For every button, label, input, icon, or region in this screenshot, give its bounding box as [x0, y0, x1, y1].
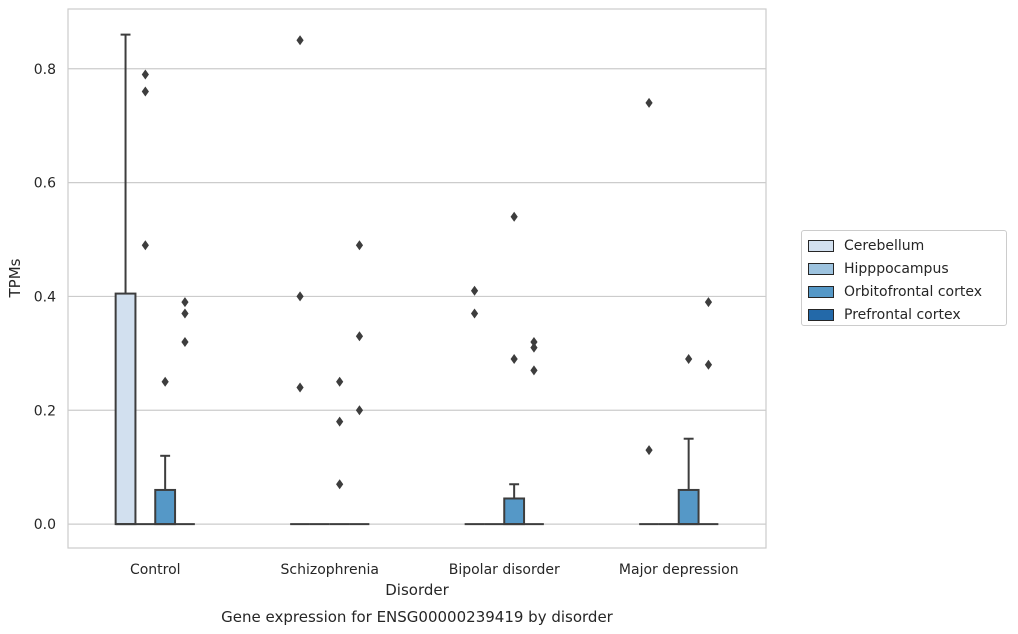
outlier-point	[645, 97, 653, 108]
outlier-point	[685, 354, 693, 365]
boxplot	[175, 297, 195, 526]
chart-title: Gene expression for ENSG00000239419 by d…	[221, 608, 614, 626]
outlier-point	[296, 382, 304, 393]
outlier-point	[296, 291, 304, 302]
outlier-point	[355, 405, 364, 416]
outlier-point	[530, 365, 538, 376]
legend-label: Hipppocampus	[844, 260, 949, 277]
outlier-point	[470, 285, 479, 296]
outlier-point	[355, 331, 364, 342]
outlier-point	[530, 336, 538, 347]
y-tick-labels: 0.0 0.2 0.4 0.6 0.8	[34, 62, 56, 533]
boxplot	[329, 376, 350, 526]
outlier-point	[336, 416, 344, 427]
outlier-point	[704, 297, 713, 308]
plot-frame	[67, 8, 767, 549]
legend-swatch	[808, 239, 834, 252]
legend-item: Orbitofrontal cortex	[808, 280, 1006, 303]
boxplot	[524, 336, 544, 526]
outlier-point	[510, 211, 518, 222]
outlier-point	[141, 86, 149, 97]
legend-swatch	[808, 308, 834, 321]
outlier-point	[510, 354, 518, 365]
outlier-point	[181, 336, 189, 347]
boxplot	[677, 354, 700, 526]
outlier-point	[181, 297, 189, 308]
legend-item: Cerebellum	[808, 234, 1006, 257]
x-axis-label: Disorder	[385, 581, 449, 599]
legend-label: Prefrontal cortex	[844, 306, 961, 323]
boxplot	[114, 33, 137, 526]
legend-item: Prefrontal cortex	[808, 303, 1006, 326]
outlier-point	[141, 69, 149, 80]
y-tick-label: 0.4	[34, 289, 56, 305]
boxplot	[290, 35, 310, 526]
outlier-point	[470, 308, 479, 319]
legend-swatch	[808, 262, 834, 275]
box	[503, 497, 526, 526]
outlier-point	[336, 376, 344, 387]
outlier-point	[181, 308, 189, 319]
legend-swatch	[808, 285, 834, 298]
y-tick-label: 0.8	[34, 62, 56, 78]
box	[677, 488, 700, 526]
legend-item: Hipppocampus	[808, 257, 1006, 280]
legend-label: Orbitofrontal cortex	[844, 283, 982, 300]
x-tick-labels: Control Schizophrenia Bipolar disorder Majo…	[130, 562, 739, 578]
outlier-point	[161, 376, 169, 387]
box	[114, 292, 137, 526]
outlier-point	[530, 342, 538, 353]
boxplot	[154, 376, 177, 526]
y-tick-label: 0.6	[34, 176, 56, 192]
x-tick-label: Control	[130, 562, 181, 578]
legend: Cerebellum Hipppocampus Orbitofrontal co…	[801, 230, 1007, 326]
y-axis-label: TPMs	[6, 258, 24, 298]
y-tick-label: 0.0	[34, 517, 56, 533]
boxplot	[698, 297, 719, 526]
legend-label: Cerebellum	[844, 237, 925, 254]
outlier-point	[704, 359, 713, 370]
gridlines	[68, 68, 766, 525]
boxplot	[464, 285, 485, 526]
box	[154, 488, 177, 526]
boxplot	[349, 240, 370, 526]
boxplot	[135, 69, 156, 526]
x-tick-label: Bipolar disorder	[449, 562, 560, 578]
boxplot	[639, 97, 659, 526]
boxplot	[503, 211, 526, 526]
x-tick-label: Schizophrenia	[281, 562, 379, 578]
outlier-point	[355, 240, 364, 251]
outlier-point	[141, 240, 149, 251]
outlier-point	[336, 479, 344, 490]
x-tick-label: Major depression	[619, 562, 739, 578]
boxplots	[114, 33, 719, 526]
outlier-point	[645, 445, 653, 456]
outlier-point	[296, 35, 304, 46]
y-tick-label: 0.2	[34, 403, 56, 419]
